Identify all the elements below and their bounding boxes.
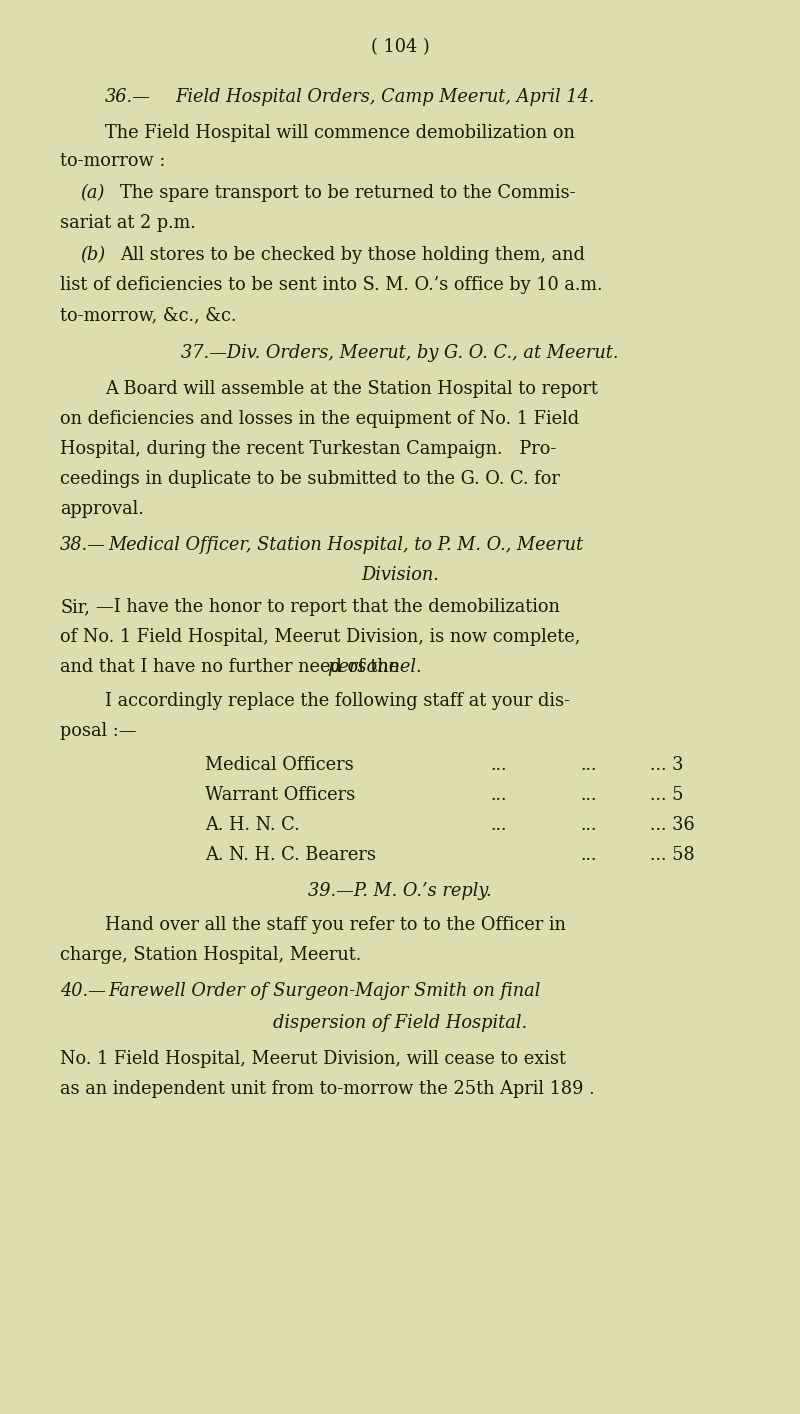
Text: to-morrow :: to-morrow : — [60, 151, 166, 170]
Text: ... 58: ... 58 — [650, 846, 694, 864]
Text: on deficiencies and losses in the equipment of No. 1 Field: on deficiencies and losses in the equipm… — [60, 410, 579, 428]
Text: The Field Hospital will commence demobilization on: The Field Hospital will commence demobil… — [105, 124, 575, 141]
Text: ... 5: ... 5 — [650, 786, 683, 805]
Text: personnel.: personnel. — [327, 658, 422, 676]
Text: sariat at 2 p.m.: sariat at 2 p.m. — [60, 214, 196, 232]
Text: ...: ... — [580, 756, 597, 773]
Text: list of deficiencies to be sent into S. M. O.’s office by 10 a.m.: list of deficiencies to be sent into S. … — [60, 276, 602, 294]
Text: Farewell Order of Surgeon-Major Smith on final: Farewell Order of Surgeon-Major Smith on… — [108, 981, 540, 1000]
Text: charge, Station Hospital, Meerut.: charge, Station Hospital, Meerut. — [60, 946, 362, 964]
Text: ...: ... — [490, 816, 506, 834]
Text: ...: ... — [580, 846, 597, 864]
Text: No. 1 Field Hospital, Meerut Division, will cease to exist: No. 1 Field Hospital, Meerut Division, w… — [60, 1051, 566, 1068]
Text: 38.—: 38.— — [60, 536, 106, 554]
Text: (a): (a) — [80, 184, 104, 202]
Text: Division.: Division. — [361, 566, 439, 584]
Text: All stores to be checked by those holding them, and: All stores to be checked by those holdin… — [120, 246, 585, 264]
Text: dispersion of Field Hospital.: dispersion of Field Hospital. — [273, 1014, 527, 1032]
Text: 40.—: 40.— — [60, 981, 106, 1000]
Text: I accordingly replace the following staff at your dis-: I accordingly replace the following staf… — [105, 691, 570, 710]
Text: Sir,: Sir, — [60, 598, 90, 617]
Text: ... 36: ... 36 — [650, 816, 694, 834]
Text: A. H. N. C.: A. H. N. C. — [205, 816, 300, 834]
Text: 37.—Div. Orders, Meerut, by G. O. C., at Meerut.: 37.—Div. Orders, Meerut, by G. O. C., at… — [182, 344, 618, 362]
Text: ceedings in duplicate to be submitted to the G. O. C. for: ceedings in duplicate to be submitted to… — [60, 469, 560, 488]
Text: A. N. H. C. Bearers: A. N. H. C. Bearers — [205, 846, 376, 864]
Text: ...: ... — [580, 816, 597, 834]
Text: of No. 1 Field Hospital, Meerut Division, is now complete,: of No. 1 Field Hospital, Meerut Division… — [60, 628, 580, 646]
Text: Hospital, during the recent Turkestan Campaign.   Pro-: Hospital, during the recent Turkestan Ca… — [60, 440, 556, 458]
Text: ...: ... — [490, 786, 506, 805]
Text: Hand over all the staff you refer to to the Officer in: Hand over all the staff you refer to to … — [105, 916, 566, 935]
Text: approval.: approval. — [60, 501, 144, 518]
Text: Field Hospital Orders, Camp Meerut, April 14.: Field Hospital Orders, Camp Meerut, Apri… — [175, 88, 594, 106]
Text: ( 104 ): ( 104 ) — [370, 38, 430, 57]
Text: Medical Officer, Station Hospital, to P. M. O., Meerut: Medical Officer, Station Hospital, to P.… — [108, 536, 583, 554]
Text: posal :—: posal :— — [60, 723, 137, 740]
Text: Warrant Officers: Warrant Officers — [205, 786, 355, 805]
Text: and that I have no further need of the: and that I have no further need of the — [60, 658, 405, 676]
Text: 39.—P. M. O.’s reply.: 39.—P. M. O.’s reply. — [308, 882, 492, 899]
Text: 36.—: 36.— — [105, 88, 151, 106]
Text: ...: ... — [490, 756, 506, 773]
Text: (b): (b) — [80, 246, 105, 264]
Text: as an independent unit from to-morrow the 25th April 189 .: as an independent unit from to-morrow th… — [60, 1080, 594, 1099]
Text: A Board will assemble at the Station Hospital to report: A Board will assemble at the Station Hos… — [105, 380, 598, 397]
Text: ...: ... — [580, 786, 597, 805]
Text: to-morrow, &c., &c.: to-morrow, &c., &c. — [60, 305, 236, 324]
Text: Medical Officers: Medical Officers — [205, 756, 354, 773]
Text: ... 3: ... 3 — [650, 756, 683, 773]
Text: The spare transport to be returned to the Commis-: The spare transport to be returned to th… — [120, 184, 576, 202]
Text: —I have the honor to report that the demobilization: —I have the honor to report that the dem… — [96, 598, 560, 617]
